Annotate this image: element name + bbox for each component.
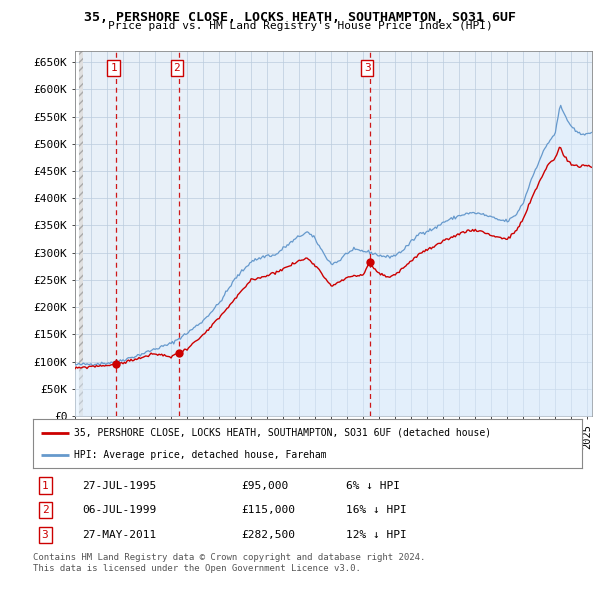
- Text: 2: 2: [173, 63, 180, 73]
- Text: This data is licensed under the Open Government Licence v3.0.: This data is licensed under the Open Gov…: [33, 564, 361, 573]
- Text: 16% ↓ HPI: 16% ↓ HPI: [346, 505, 407, 514]
- Text: 27-JUL-1995: 27-JUL-1995: [82, 481, 157, 491]
- Text: 1: 1: [110, 63, 117, 73]
- Text: £95,000: £95,000: [242, 481, 289, 491]
- Text: 1: 1: [42, 481, 49, 491]
- Text: 27-MAY-2011: 27-MAY-2011: [82, 530, 157, 540]
- Text: 35, PERSHORE CLOSE, LOCKS HEATH, SOUTHAMPTON, SO31 6UF (detached house): 35, PERSHORE CLOSE, LOCKS HEATH, SOUTHAM…: [74, 428, 491, 438]
- Text: HPI: Average price, detached house, Fareham: HPI: Average price, detached house, Fare…: [74, 450, 327, 460]
- Text: £282,500: £282,500: [242, 530, 296, 540]
- Text: £115,000: £115,000: [242, 505, 296, 514]
- Text: 35, PERSHORE CLOSE, LOCKS HEATH, SOUTHAMPTON, SO31 6UF: 35, PERSHORE CLOSE, LOCKS HEATH, SOUTHAM…: [84, 11, 516, 24]
- Text: 3: 3: [364, 63, 371, 73]
- Text: Price paid vs. HM Land Registry's House Price Index (HPI): Price paid vs. HM Land Registry's House …: [107, 21, 493, 31]
- Text: 12% ↓ HPI: 12% ↓ HPI: [346, 530, 407, 540]
- Text: Contains HM Land Registry data © Crown copyright and database right 2024.: Contains HM Land Registry data © Crown c…: [33, 553, 425, 562]
- Text: 6% ↓ HPI: 6% ↓ HPI: [346, 481, 400, 491]
- Bar: [79, 51, 83, 416]
- Text: 2: 2: [42, 505, 49, 514]
- Text: 06-JUL-1999: 06-JUL-1999: [82, 505, 157, 514]
- Text: 3: 3: [42, 530, 49, 540]
